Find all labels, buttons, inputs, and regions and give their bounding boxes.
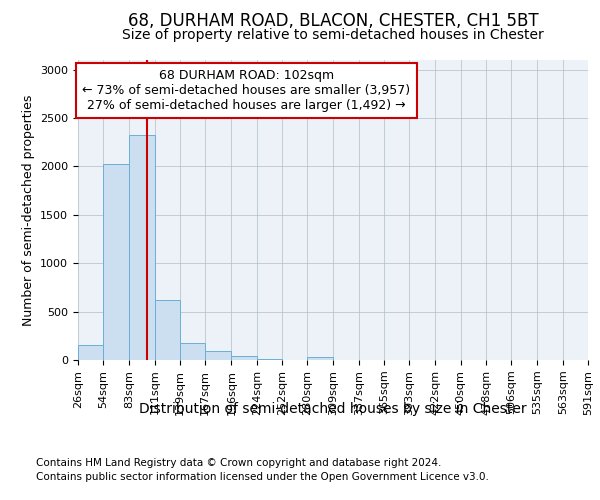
Bar: [257, 358, 282, 360]
Text: Distribution of semi-detached houses by size in Chester: Distribution of semi-detached houses by …: [139, 402, 527, 416]
Bar: [232, 356, 257, 360]
Bar: [130, 134, 155, 360]
Bar: [307, 357, 334, 360]
Bar: [103, 164, 130, 360]
Text: 68, DURHAM ROAD, BLACON, CHESTER, CH1 5BT: 68, DURHAM ROAD, BLACON, CHESTER, CH1 5B…: [128, 12, 538, 30]
Bar: [180, 343, 205, 360]
Text: Contains HM Land Registry data © Crown copyright and database right 2024.: Contains HM Land Registry data © Crown c…: [36, 458, 442, 468]
Text: Contains public sector information licensed under the Open Government Licence v3: Contains public sector information licen…: [36, 472, 489, 482]
Text: Size of property relative to semi-detached houses in Chester: Size of property relative to semi-detach…: [122, 28, 544, 42]
Y-axis label: Number of semi-detached properties: Number of semi-detached properties: [22, 94, 35, 326]
Text: 68 DURHAM ROAD: 102sqm  
← 73% of semi-detached houses are smaller (3,957)
27% o: 68 DURHAM ROAD: 102sqm ← 73% of semi-det…: [82, 69, 410, 112]
Bar: [205, 351, 232, 360]
Bar: [78, 344, 103, 360]
Bar: [155, 300, 180, 360]
